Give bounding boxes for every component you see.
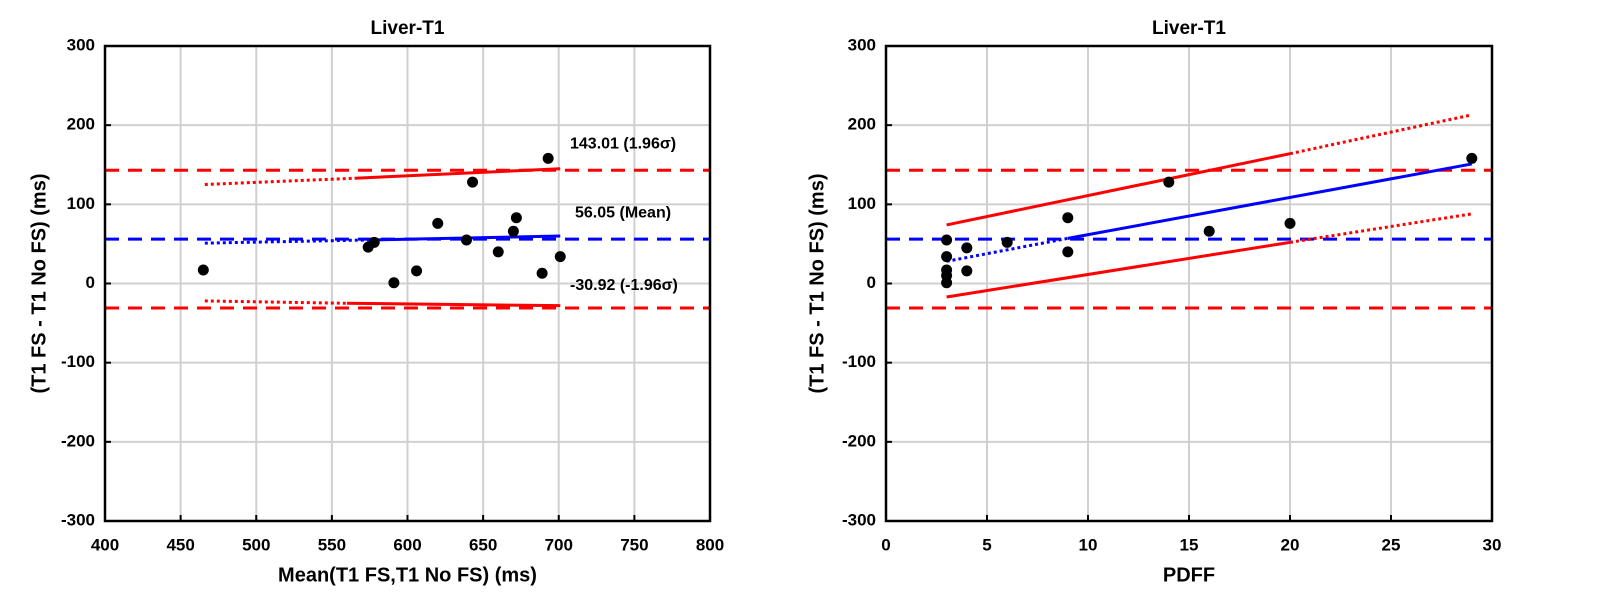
x-tick-label: 600	[393, 535, 421, 554]
y-tick-label: 0	[867, 273, 876, 292]
data-point	[1062, 246, 1074, 258]
data-point	[510, 212, 522, 224]
x-tick-label: 650	[469, 535, 497, 554]
data-point	[554, 251, 566, 263]
y-tick-label: 300	[848, 35, 876, 54]
fit-line	[946, 236, 1069, 263]
data-point	[1062, 212, 1074, 224]
x-tick-label: 700	[545, 535, 573, 554]
fit-line	[204, 176, 355, 187]
data-point	[542, 152, 554, 164]
x-tick-label: 500	[242, 535, 270, 554]
fit-line	[946, 152, 1291, 227]
x-tick-label: 30	[1483, 535, 1502, 554]
data-point	[432, 217, 444, 229]
fit-line	[1289, 212, 1473, 244]
y-tick-label: 100	[67, 194, 95, 213]
fit-line	[204, 299, 348, 305]
data-point	[961, 242, 973, 254]
chart-title: Liver-T1	[371, 18, 445, 39]
fit-line	[354, 167, 561, 180]
data-point	[941, 277, 953, 289]
x-tick-label: 0	[881, 535, 890, 554]
y-axis-label: (T1 FS - T1 No FS) (ms)	[806, 174, 828, 394]
x-axis-label: Mean(T1 FS,T1 No FS) (ms)	[278, 564, 537, 586]
data-point	[1163, 176, 1175, 188]
y-tick-label: 0	[86, 273, 95, 292]
data-point	[368, 236, 380, 248]
axes-frame	[884, 44, 1494, 523]
x-tick-label: 550	[318, 535, 346, 554]
data-point	[388, 277, 400, 289]
data-point	[492, 246, 504, 258]
data-point	[961, 265, 973, 277]
data-point	[1284, 217, 1296, 229]
x-axis-label: PDFF	[1163, 564, 1215, 586]
x-tick-label: 750	[620, 535, 648, 554]
axes-frame	[103, 44, 712, 523]
y-tick-label: 200	[848, 115, 876, 134]
x-tick-label: 15	[1180, 535, 1199, 554]
fit-line	[1067, 162, 1473, 240]
y-tick-label: -100	[842, 352, 876, 371]
y-axis-label: (T1 FS - T1 No FS) (ms)	[28, 174, 50, 394]
fit-line	[946, 240, 1291, 299]
x-tick-label: 10	[1079, 535, 1098, 554]
y-tick-label: -300	[842, 510, 876, 529]
x-tick-label: 5	[982, 535, 991, 554]
data-point	[1001, 236, 1013, 248]
data-point	[507, 225, 519, 237]
fit-line	[346, 301, 561, 308]
y-tick-label: 100	[848, 194, 876, 213]
y-tick-label: -200	[61, 431, 95, 450]
x-tick-label: 20	[1281, 535, 1300, 554]
y-tick-label: -100	[61, 352, 95, 371]
data-point	[941, 234, 953, 246]
data-point	[467, 176, 479, 188]
x-tick-label: 800	[696, 535, 724, 554]
x-tick-label: 25	[1382, 535, 1401, 554]
reference-label: 143.01 (1.96σ)	[570, 136, 676, 153]
data-point	[411, 265, 423, 277]
data-point	[941, 251, 953, 263]
data-point	[1203, 225, 1215, 237]
reference-label: -30.92 (-1.96σ)	[570, 277, 678, 294]
data-point	[197, 264, 209, 276]
data-point	[1466, 152, 1478, 164]
y-tick-label: 200	[67, 115, 95, 134]
data-point	[460, 234, 472, 246]
y-tick-label: -300	[61, 510, 95, 529]
chart-title: Liver-T1	[1152, 18, 1226, 39]
fit-line	[1289, 113, 1473, 156]
x-tick-label: 450	[166, 535, 194, 554]
y-tick-label: 300	[67, 35, 95, 54]
data-point	[536, 267, 548, 279]
y-tick-label: -200	[842, 431, 876, 450]
x-tick-label: 400	[91, 535, 119, 554]
reference-label: 56.05 (Mean)	[575, 204, 671, 221]
